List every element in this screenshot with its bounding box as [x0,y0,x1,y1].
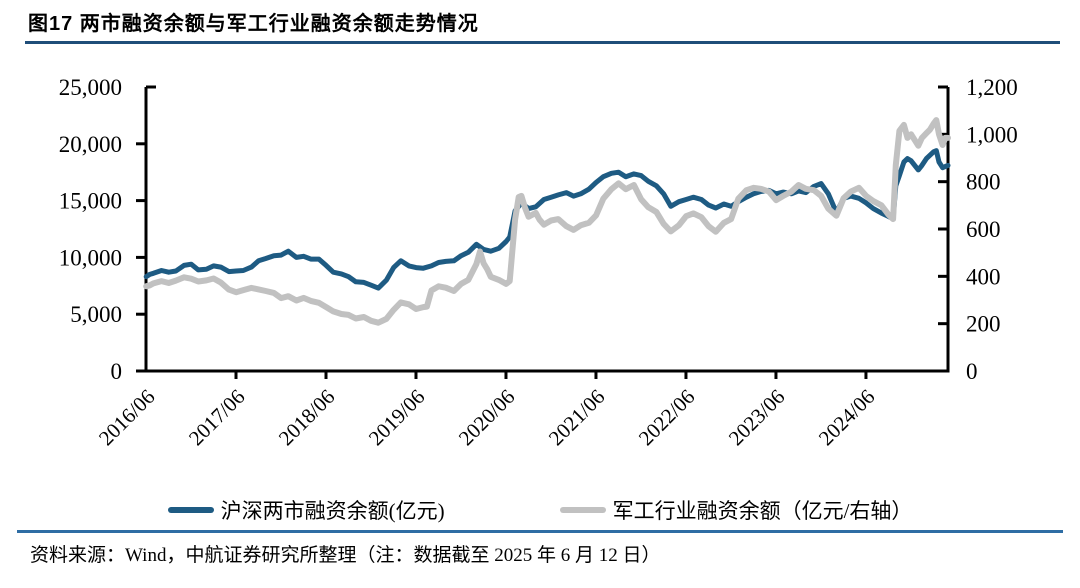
x-axis-tick-label: 2024/06 [814,385,880,451]
x-axis-tick-label: 2021/06 [544,385,610,451]
left-axis-tick-label: 10,000 [59,245,122,270]
x-axis-tick-label: 2017/06 [184,385,250,451]
chart-legend: 沪深两市融资余额(亿元) 军工行业融资余额（亿元/右轴） [0,494,1080,526]
footer-divider [17,530,1063,533]
left-axis-tick-label: 0 [111,359,123,384]
right-axis-tick-label: 1,000 [966,122,1018,147]
series-line-0 [143,148,951,291]
x-axis-tick-label: 2016/06 [94,385,160,451]
left-axis-tick-label: 15,000 [59,189,122,214]
x-axis-tick-label: 2018/06 [274,385,340,451]
x-axis-tick-label: 2023/06 [724,385,790,451]
blue-line-swatch-icon [167,507,214,513]
figure-title: 图17 两市融资余额与军工行业融资余额走势情况 [28,13,479,35]
legend-item-military-margin: 军工行业融资余额（亿元/右轴） [559,495,913,525]
right-axis-tick-label: 200 [966,312,1001,337]
right-axis-tick-label: 0 [966,359,978,384]
x-axis-tick-label: 2022/06 [634,385,700,451]
right-axis-tick-label: 600 [966,217,1001,242]
title-divider [25,41,1060,44]
x-axis-tick-label: 2020/06 [454,385,520,451]
gray-line-swatch-icon [559,507,606,513]
left-axis-tick-label: 20,000 [59,132,122,157]
series-line-1 [143,117,951,326]
legend-label-military-margin: 军工行业融资余额（亿元/右轴） [612,499,913,523]
left-axis-tick-label: 25,000 [59,75,122,100]
source-note: 资料来源：Wind，中航证券研究所整理（注：数据截至 2025 年 6 月 12… [30,545,661,566]
legend-label-two-market-margin: 沪深两市融资余额(亿元) [220,499,445,523]
right-axis-tick-label: 400 [966,264,1001,289]
legend-item-two-market-margin: 沪深两市融资余额(亿元) [167,495,445,525]
left-axis-tick-label: 5,000 [70,302,122,327]
right-axis-tick-label: 800 [966,170,1001,195]
right-axis-tick-label: 1,200 [966,75,1018,100]
x-axis-tick-label: 2019/06 [364,385,430,451]
